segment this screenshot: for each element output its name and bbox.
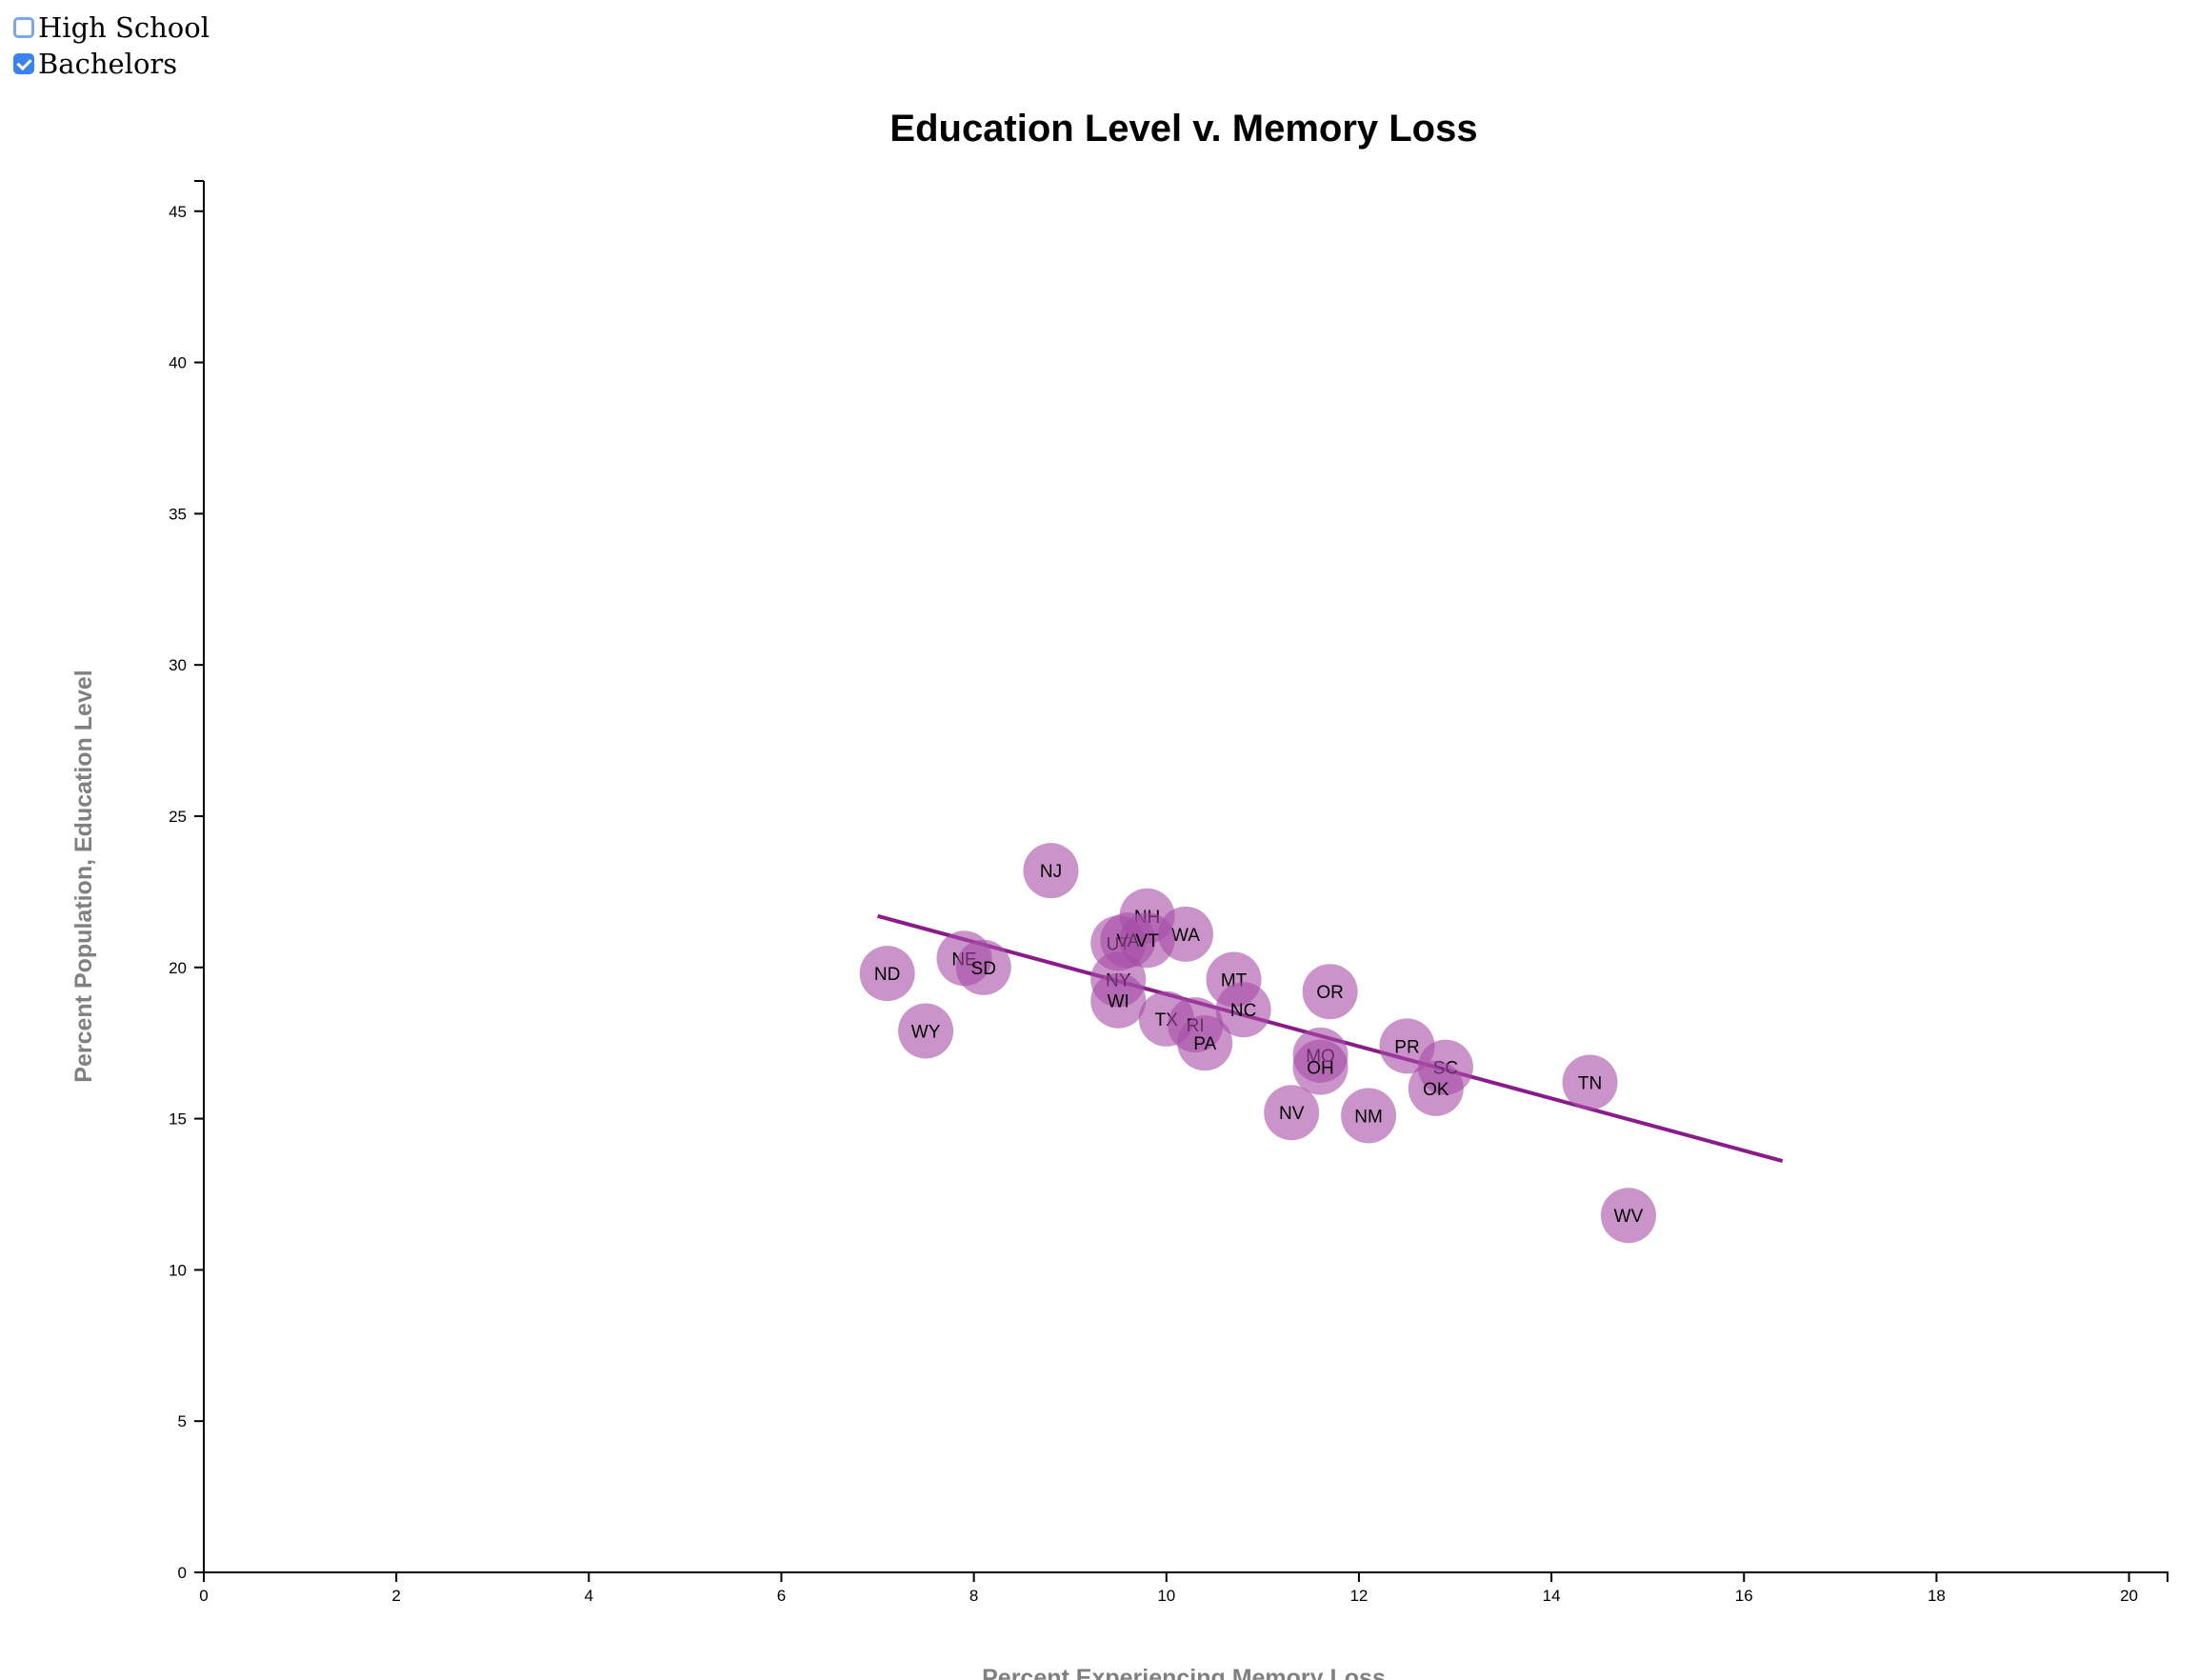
data-points: NJNHWAUTVAVTNESDNDNYMTORWINCTXRIWYPAPRMO… <box>859 843 1656 1244</box>
bachelors-option[interactable]: Bachelors <box>13 46 210 82</box>
state-marker[interactable] <box>1292 1039 1349 1095</box>
x-tick-label: 18 <box>1928 1587 1946 1605</box>
state-label: VT <box>1135 931 1159 951</box>
state-label: PR <box>1394 1037 1419 1057</box>
state-label: PA <box>1193 1034 1216 1054</box>
x-tick-label: 10 <box>1157 1587 1175 1605</box>
state-marker[interactable] <box>1215 982 1271 1038</box>
state-marker[interactable] <box>1264 1085 1320 1141</box>
state-point-wv[interactable]: WV <box>1600 1188 1656 1244</box>
state-marker[interactable] <box>1408 1060 1464 1116</box>
state-label: OK <box>1423 1080 1449 1100</box>
bachelors-checkbox[interactable] <box>13 53 34 74</box>
y-axis-ticks: 0 5 10 15 20 25 30 35 40 45 <box>169 203 204 1582</box>
state-point-sd[interactable]: SD <box>955 939 1011 995</box>
state-point-or[interactable]: OR <box>1302 964 1358 1020</box>
state-point-pa[interactable]: PA <box>1177 1015 1233 1071</box>
state-marker[interactable] <box>1562 1054 1618 1110</box>
state-label: TN <box>1578 1073 1602 1093</box>
high-school-checkbox[interactable] <box>13 17 34 38</box>
x-tick-label: 2 <box>391 1587 400 1605</box>
x-tick-label: 8 <box>969 1587 978 1605</box>
state-label: WV <box>1614 1207 1644 1227</box>
state-label: OH <box>1307 1059 1334 1079</box>
state-marker[interactable] <box>955 939 1011 995</box>
state-label: NV <box>1279 1104 1305 1124</box>
state-point-tn[interactable]: TN <box>1562 1054 1618 1110</box>
state-marker[interactable] <box>1023 843 1079 899</box>
y-tick-label: 25 <box>169 808 187 826</box>
x-tick-label: 14 <box>1543 1587 1561 1605</box>
x-axis-label: Percent Experiencing Memory Loss <box>982 1665 1386 1680</box>
state-label: NM <box>1354 1107 1383 1127</box>
state-marker[interactable] <box>1119 912 1175 969</box>
state-point-nm[interactable]: NM <box>1341 1088 1397 1144</box>
y-axis-label: Percent Population, Education Level <box>70 670 97 1082</box>
x-tick-label: 6 <box>777 1587 786 1605</box>
state-label: ND <box>874 965 900 985</box>
y-tick-label: 30 <box>169 656 187 674</box>
state-marker[interactable] <box>859 946 915 1002</box>
state-marker[interactable] <box>1177 1015 1233 1071</box>
y-tick-label: 0 <box>178 1564 187 1582</box>
y-tick-label: 15 <box>169 1110 187 1129</box>
high-school-option[interactable]: High School <box>13 10 210 46</box>
state-point-nc[interactable]: NC <box>1215 982 1271 1038</box>
state-label: SD <box>971 959 996 979</box>
state-label: WI <box>1108 992 1129 1012</box>
state-marker[interactable] <box>1600 1188 1656 1244</box>
x-tick-label: 12 <box>1349 1587 1368 1605</box>
x-tick-label: 4 <box>585 1587 593 1605</box>
x-axis-ticks: 0 2 4 6 8 10 12 14 16 18 20 <box>199 1572 2138 1605</box>
state-point-ok[interactable]: OK <box>1408 1060 1464 1116</box>
state-label: WA <box>1171 926 1200 946</box>
state-label: NC <box>1230 1001 1256 1021</box>
state-marker[interactable] <box>1302 964 1358 1020</box>
state-label: WY <box>911 1022 941 1042</box>
bachelors-label: Bachelors <box>38 48 178 80</box>
education-toggle-group: High School Bachelors <box>13 10 210 82</box>
axes: 0 2 4 6 8 10 12 14 16 18 20 0 5 10 15 20 25 30 35 40 45 <box>169 180 2168 1605</box>
y-tick-label: 40 <box>169 354 187 372</box>
y-tick-label: 10 <box>169 1261 187 1279</box>
x-tick-label: 20 <box>2120 1587 2138 1605</box>
state-label: OR <box>1316 983 1344 1003</box>
state-marker[interactable] <box>898 1003 954 1059</box>
state-point-nd[interactable]: ND <box>859 946 915 1002</box>
chart-title: Education Level v. Memory Loss <box>889 108 1477 150</box>
x-tick-label: 0 <box>199 1587 208 1605</box>
state-point-wy[interactable]: WY <box>898 1003 954 1059</box>
state-point-oh[interactable]: OH <box>1292 1039 1349 1095</box>
state-point-nj[interactable]: NJ <box>1023 843 1079 899</box>
state-marker[interactable] <box>1090 972 1147 1029</box>
x-tick-label: 16 <box>1735 1587 1753 1605</box>
y-tick-label: 35 <box>169 505 187 523</box>
state-label: NJ <box>1040 862 1062 882</box>
state-point-vt[interactable]: VT <box>1119 912 1175 969</box>
state-point-nv[interactable]: NV <box>1264 1085 1320 1141</box>
y-tick-label: 45 <box>169 203 187 221</box>
y-tick-label: 20 <box>169 959 187 977</box>
state-marker[interactable] <box>1341 1088 1397 1144</box>
state-point-wi[interactable]: WI <box>1090 972 1147 1029</box>
y-tick-label: 5 <box>178 1412 187 1430</box>
high-school-label: High School <box>38 11 210 44</box>
